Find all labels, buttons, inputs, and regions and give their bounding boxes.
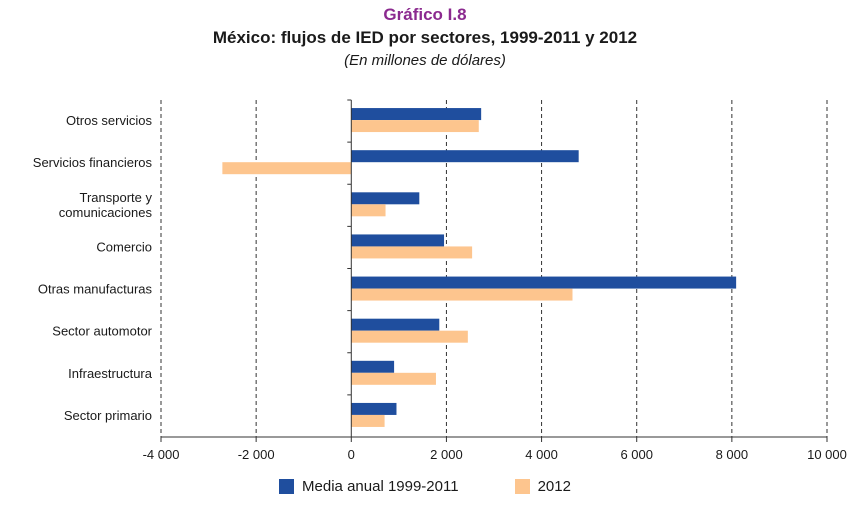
bar-series-1 xyxy=(351,150,579,163)
x-tick-label: 2 000 xyxy=(430,447,463,462)
bar-series-1 xyxy=(351,318,440,331)
category-label: Transporte y comunicaciones xyxy=(59,190,153,220)
x-tick-label: 10 000 xyxy=(807,447,847,462)
category-label: Infraestructura xyxy=(68,366,153,381)
legend-swatch-series-1 xyxy=(279,479,295,494)
bar-series-1 xyxy=(351,234,445,247)
bar-series-1 xyxy=(351,402,397,415)
bar-series-1 xyxy=(351,360,395,373)
chart-subtitle: (En millones de dólares) xyxy=(344,52,506,69)
category-label: Sector automotor xyxy=(52,324,152,339)
category-label: Otros servicios xyxy=(66,113,152,128)
legend-item-series-2: 2012 xyxy=(514,478,571,495)
bar-series-2 xyxy=(351,288,573,301)
chart-header: Gráfico I.8 México: flujos de IED por se… xyxy=(0,4,850,72)
bar-chart: -4 000 -2 000 0 2 000 4 000 6 000 8 000 10 000 O… xyxy=(33,99,847,462)
category-label: Servicios financieros xyxy=(33,155,153,170)
bar-series-2 xyxy=(351,120,479,133)
x-tick-label: 6 000 xyxy=(620,447,653,462)
category-label: Otras manufacturas xyxy=(38,282,153,297)
bar-series-2 xyxy=(351,246,473,259)
legend-label-series-1: Media anual 1999-2011 xyxy=(302,478,459,495)
bar-series-1 xyxy=(351,192,420,205)
x-tick-label: 4 000 xyxy=(525,447,558,462)
bar-series-2 xyxy=(351,372,436,385)
legend-swatch-series-2 xyxy=(514,479,530,494)
bar-series-2 xyxy=(351,414,385,427)
figure-label: Gráfico I.8 xyxy=(383,5,467,24)
bar-series-2 xyxy=(222,162,352,175)
bar-series-1 xyxy=(351,276,737,289)
bar-series-1 xyxy=(351,108,482,121)
legend-item-series-1: Media anual 1999-2011 xyxy=(279,478,459,495)
legend-label-series-2: 2012 xyxy=(537,478,571,495)
x-tick-label: -4 000 xyxy=(143,447,180,462)
category-label: Sector primario xyxy=(64,408,152,423)
chart-title: México: flujos de IED por sectores, 1999… xyxy=(212,28,638,47)
bar-series-2 xyxy=(351,204,386,217)
legend: Media anual 1999-2011 2012 xyxy=(0,478,850,495)
bar-series-2 xyxy=(351,330,468,343)
category-label: Comercio xyxy=(96,239,152,254)
x-tick-label: 8 000 xyxy=(716,447,749,462)
x-tick-label: -2 000 xyxy=(238,447,275,462)
x-tick-label: 0 xyxy=(348,447,355,462)
